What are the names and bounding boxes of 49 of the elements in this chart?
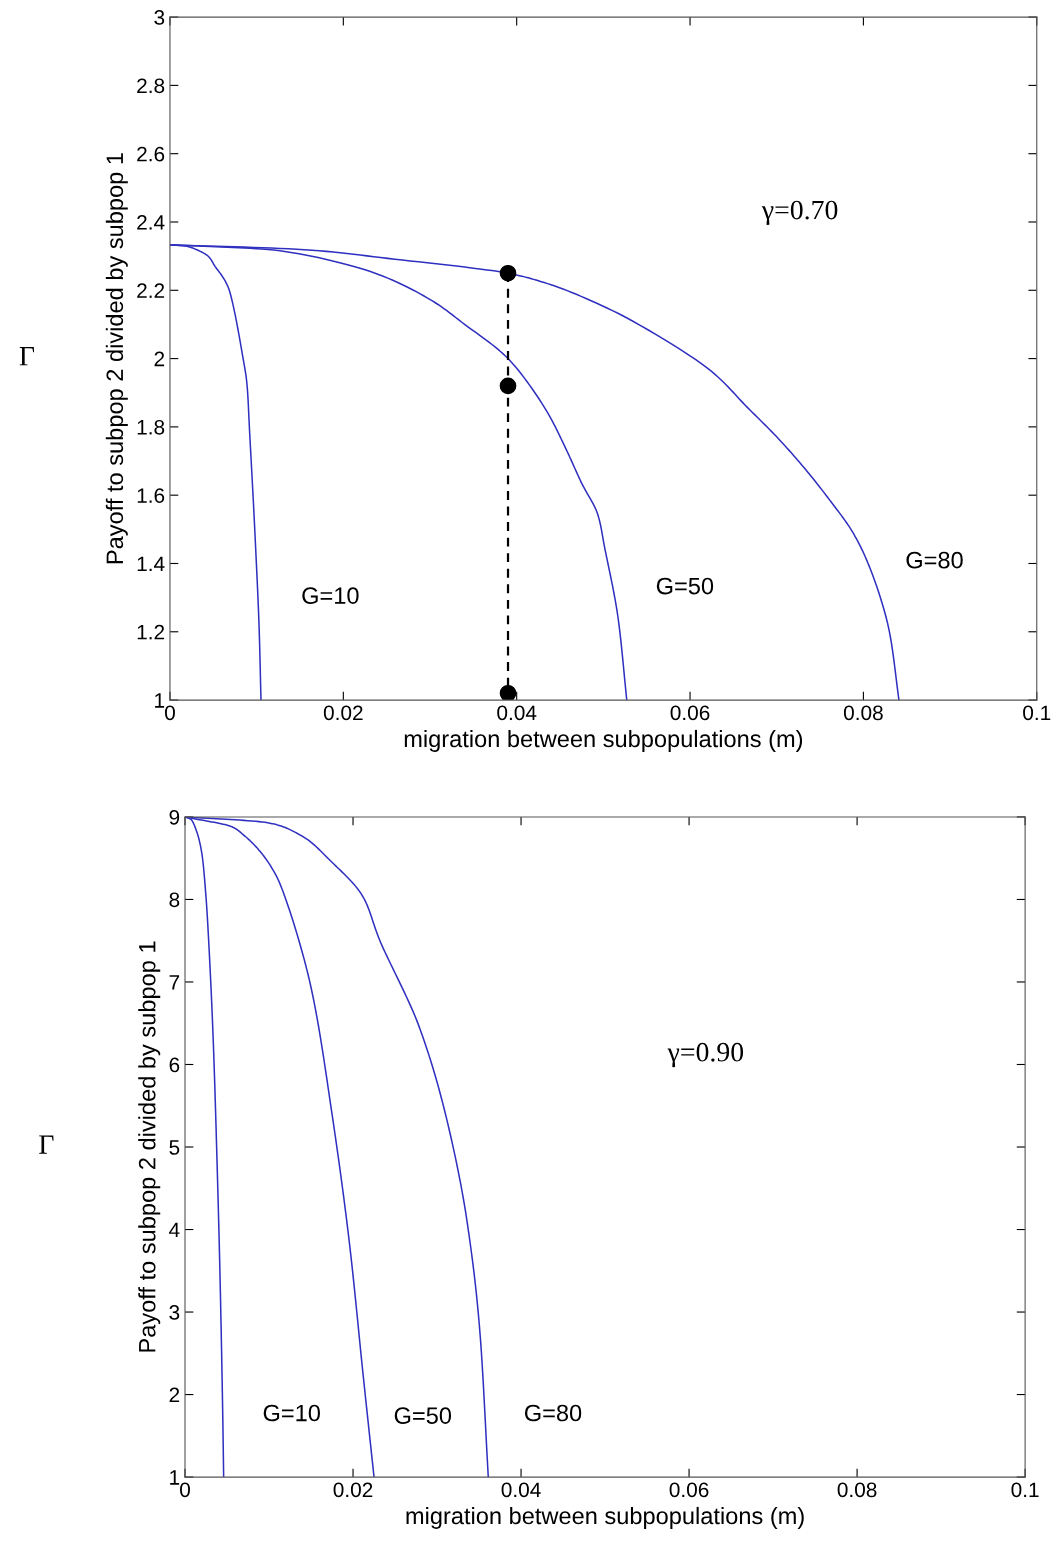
series-label: G=80 — [524, 1404, 582, 1422]
y-tick-label: 9 — [169, 809, 180, 825]
point — [499, 684, 517, 701]
y-tick-label: 2.6 — [137, 146, 165, 162]
y-tick-label: 2.4 — [137, 214, 165, 230]
y-tick-label: 7 — [169, 975, 180, 990]
y-tick-label: 2.2 — [137, 283, 165, 298]
x-tick-label: 0.02 — [323, 705, 363, 721]
y-tick-label: 1.2 — [137, 624, 165, 640]
y-tick-label: 2 — [154, 351, 165, 367]
y-tick-label: 4 — [169, 1222, 180, 1238]
x-tick-label: 0.08 — [837, 1482, 877, 1498]
y-tick-label: 5 — [169, 1140, 180, 1155]
y-tick-label: 2.8 — [137, 78, 165, 94]
x-tick-label: 0.1 — [1011, 1482, 1039, 1498]
x-tick-label: 0.1 — [1023, 705, 1051, 721]
y-tick-label: 1.8 — [137, 419, 165, 435]
y-tick-label: 2 — [169, 1387, 180, 1403]
y-tick-label: 8 — [169, 892, 180, 908]
x-axis-title: migration between subpopulations (m) — [404, 729, 803, 752]
series-label: G=50 — [394, 1407, 452, 1424]
series-label: G=10 — [302, 587, 359, 604]
x-tick-label: 0 — [164, 705, 175, 721]
x-tick-label: 0.02 — [333, 1482, 373, 1498]
point — [499, 377, 517, 395]
text: Γ — [19, 347, 35, 366]
x-tick-label: 0 — [180, 1482, 190, 1498]
point — [499, 264, 517, 282]
x-tick-label: 0.04 — [501, 1482, 541, 1498]
y-tick-label: 6 — [169, 1057, 180, 1073]
y-axis-title: Payoff to subpop 2 divided by subpop 1 — [138, 941, 161, 1352]
y-tick-label: 1.6 — [137, 488, 165, 503]
y-tick-label: 1 — [155, 693, 165, 708]
x-axis-title: migration between subpopulations (m) — [406, 1506, 804, 1529]
y-tick-label: 3 — [169, 1305, 180, 1320]
series-label: G=50 — [656, 577, 714, 595]
annotation: γ=0.70 — [761, 200, 838, 226]
x-tick-label: 0.06 — [670, 705, 710, 721]
y-tick-label: 1 — [170, 1470, 180, 1485]
annotation: γ=0.90 — [667, 1042, 744, 1068]
series-label: G=10 — [263, 1404, 320, 1422]
x-tick-label: 0.04 — [497, 705, 537, 721]
y-axis-title: Payoff to subpop 2 divided by subpop 1 — [105, 153, 128, 564]
text: Γ — [39, 1135, 54, 1154]
x-tick-label: 0.06 — [669, 1482, 709, 1498]
x-tick-label: 0.08 — [843, 705, 883, 721]
y-tick-label: 3 — [154, 10, 165, 25]
y-tick-label: 1.4 — [137, 556, 165, 572]
series-label: G=80 — [906, 551, 963, 569]
